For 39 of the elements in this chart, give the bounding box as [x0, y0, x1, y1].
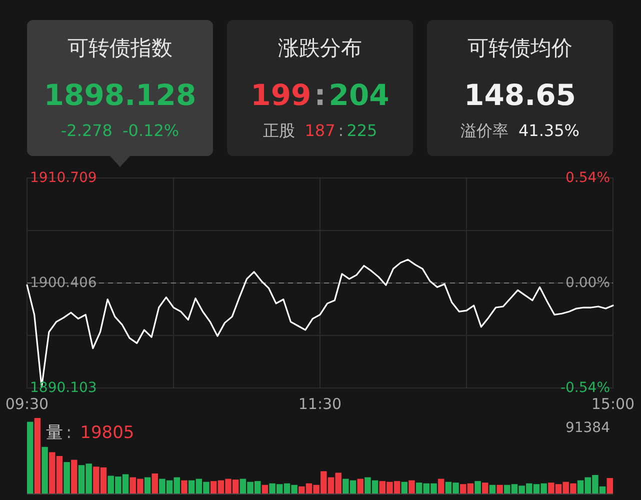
bar — [474, 481, 481, 494]
bar — [42, 446, 48, 494]
y2-tick-label: 0.54% — [566, 170, 610, 186]
bar — [401, 482, 408, 494]
text: 1898.128 — [44, 78, 196, 112]
text: 正股 — [262, 121, 295, 140]
y2-tick-label: -0.54% — [560, 380, 610, 396]
bar — [438, 478, 444, 494]
bar — [71, 460, 78, 494]
x-tick-label: 11:30 — [298, 395, 342, 414]
annotation: 量: 19805 — [46, 423, 134, 443]
x-tick-label: 15:00 — [591, 395, 635, 414]
bar — [496, 484, 503, 494]
text: 可转债指数 — [68, 36, 172, 60]
bar — [64, 462, 70, 494]
x-tick-label: 09:30 — [5, 395, 49, 414]
text: 41.35% — [518, 121, 580, 140]
annotation: 91384 — [565, 420, 610, 436]
text: 199:204 — [250, 78, 390, 112]
bar — [181, 480, 188, 494]
text: -0.12% — [122, 121, 180, 140]
bar — [34, 418, 41, 494]
bar — [152, 473, 158, 494]
text: 涨跌分布 — [278, 36, 362, 60]
bar — [482, 482, 488, 494]
bar — [408, 480, 415, 494]
text: 可转债均价 — [468, 36, 572, 60]
y-tick-label: 1910.709 — [30, 170, 97, 186]
y-tick-label: 1890.103 — [30, 380, 97, 396]
y2-tick-label: 0.00% — [566, 274, 610, 291]
text: 187:225 — [304, 121, 378, 140]
text: 148.65 — [464, 78, 576, 112]
text: 溢价率 — [460, 121, 508, 140]
bar — [606, 478, 613, 494]
bar — [27, 422, 34, 494]
bar — [144, 477, 151, 494]
bar — [357, 478, 364, 494]
text: -2.278 — [60, 121, 112, 140]
y-tick-label: 1900.406 — [30, 274, 97, 291]
